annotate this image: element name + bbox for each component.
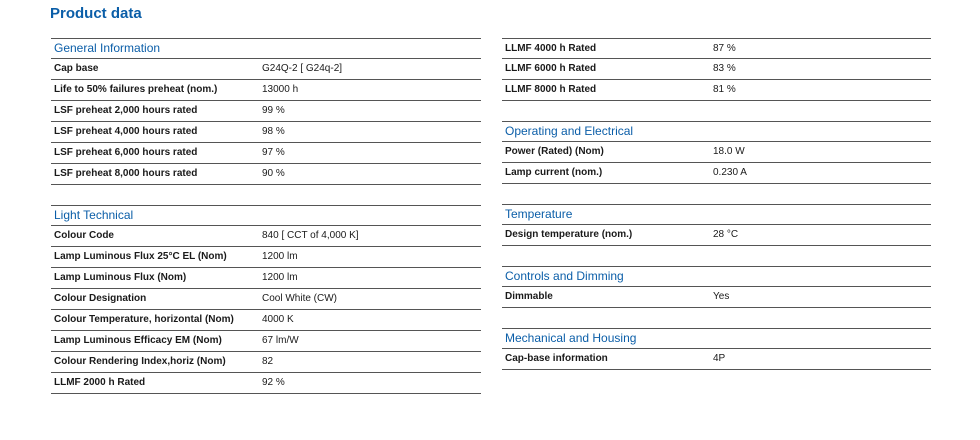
section-gap — [502, 184, 931, 204]
section-gap — [502, 101, 931, 121]
row-value: 840 [ CCT of 4,000 K] — [262, 230, 359, 241]
table-row: LSF preheat 4,000 hours rated 98 % — [51, 122, 481, 143]
table-row: Colour Temperature, horizontal (Nom) 4000… — [51, 310, 481, 331]
row-value: 0.230 A — [713, 167, 747, 178]
row-label: Power (Rated) (Nom) — [505, 146, 604, 157]
row-label: LLMF 6000 h Rated — [505, 63, 597, 74]
left-column: General Information Cap base G24Q-2 [ G24… — [51, 38, 481, 394]
row-label: LSF preheat 6,000 hours rated — [54, 147, 198, 158]
table-row: Life to 50% failures preheat (nom.) 13000… — [51, 80, 481, 101]
table-row: LSF preheat 8,000 hours rated 90 % — [51, 164, 481, 185]
table-row: Cap base G24Q-2 [ G24q-2] — [51, 59, 481, 80]
section-header-temperature: Temperature — [502, 204, 931, 225]
table-row: Dimmable Yes — [502, 287, 931, 308]
row-value: Cool White (CW) — [262, 293, 338, 304]
table-row: Power (Rated) (Nom) 18.0 W — [502, 142, 931, 163]
table-row: LLMF 6000 h Rated 83 % — [502, 59, 931, 80]
section-header-mechanical-housing: Mechanical and Housing — [502, 328, 931, 349]
table-row: LSF preheat 2,000 hours rated 99 % — [51, 101, 481, 122]
row-value: Yes — [713, 291, 730, 302]
table-row: LLMF 8000 h Rated 81 % — [502, 80, 931, 101]
section-gap — [502, 308, 931, 328]
row-value: 98 % — [262, 126, 285, 137]
section-gap — [502, 246, 931, 266]
row-value: 90 % — [262, 168, 285, 179]
table-row: LSF preheat 6,000 hours rated 97 % — [51, 143, 481, 164]
row-value: 67 lm/W — [262, 335, 299, 346]
section-gap — [51, 185, 481, 205]
row-label: Lamp Luminous Flux 25°C EL (Nom) — [54, 251, 227, 262]
row-value: 28 °C — [713, 229, 739, 240]
row-label: LSF preheat 2,000 hours rated — [54, 105, 198, 116]
row-label: Lamp Luminous Flux (Nom) — [54, 272, 187, 283]
row-label: Life to 50% failures preheat (nom.) — [54, 84, 218, 95]
row-label: Colour Temperature, horizontal (Nom) — [54, 314, 234, 325]
row-value: 1200 lm — [262, 272, 298, 283]
table-row: Lamp current (nom.) 0.230 A — [502, 163, 931, 184]
row-value: 4000 K — [262, 314, 294, 325]
row-value: 13000 h — [262, 84, 299, 95]
table-row: Lamp Luminous Flux 25°C EL (Nom) 1200 lm — [51, 247, 481, 268]
section-header-light-technical: Light Technical — [51, 205, 481, 226]
row-value: 99 % — [262, 105, 285, 116]
row-value: 18.0 W — [713, 146, 745, 157]
row-label: Lamp current (nom.) — [505, 167, 603, 178]
row-label: Colour Designation — [54, 293, 147, 304]
table-row: Cap-base information 4P — [502, 349, 931, 370]
row-value: 1200 lm — [262, 251, 298, 262]
row-value: 81 % — [713, 84, 736, 95]
row-label: LSF preheat 8,000 hours rated — [54, 168, 198, 179]
row-label: LLMF 4000 h Rated — [505, 43, 597, 54]
right-column: LLMF 4000 h Rated 87 % LLMF 6000 h Rated 8… — [502, 38, 931, 370]
row-label: Colour Rendering Index,horiz (Nom) — [54, 356, 226, 367]
row-value: G24Q-2 [ G24q-2] — [262, 63, 343, 74]
row-label: Cap base — [54, 63, 99, 74]
row-label: Design temperature (nom.) — [505, 229, 633, 240]
row-label: LLMF 2000 h Rated — [54, 377, 146, 388]
table-row: Lamp Luminous Efficacy EM (Nom) 67 lm/W — [51, 331, 481, 352]
table-row: LLMF 4000 h Rated 87 % — [502, 38, 931, 59]
row-label: Lamp Luminous Efficacy EM (Nom) — [54, 335, 222, 346]
table-row: Colour Rendering Index,horiz (Nom) 82 — [51, 352, 481, 373]
section-header-controls-dimming: Controls and Dimming — [502, 266, 931, 287]
row-value: 97 % — [262, 147, 285, 158]
row-label: Colour Code — [54, 230, 114, 241]
section-header-general-information: General Information — [51, 38, 481, 59]
table-row: Colour Code 840 [ CCT of 4,000 K] — [51, 226, 481, 247]
table-row: Design temperature (nom.) 28 °C — [502, 225, 931, 246]
row-value: 4P — [713, 353, 726, 364]
row-value: 92 % — [262, 377, 285, 388]
row-label: Dimmable — [505, 291, 553, 302]
row-label: LLMF 8000 h Rated — [505, 84, 597, 95]
row-value: 83 % — [713, 63, 736, 74]
row-label: LSF preheat 4,000 hours rated — [54, 126, 198, 137]
row-value: 87 % — [713, 43, 736, 54]
section-header-operating-electrical: Operating and Electrical — [502, 121, 931, 142]
table-row: Lamp Luminous Flux (Nom) 1200 lm — [51, 268, 481, 289]
row-value: 82 — [262, 356, 274, 367]
table-row: LLMF 2000 h Rated 92 % — [51, 373, 481, 394]
table-row: Colour Designation Cool White (CW) — [51, 289, 481, 310]
page-title: Product data — [50, 5, 142, 22]
row-label: Cap-base information — [505, 353, 608, 364]
